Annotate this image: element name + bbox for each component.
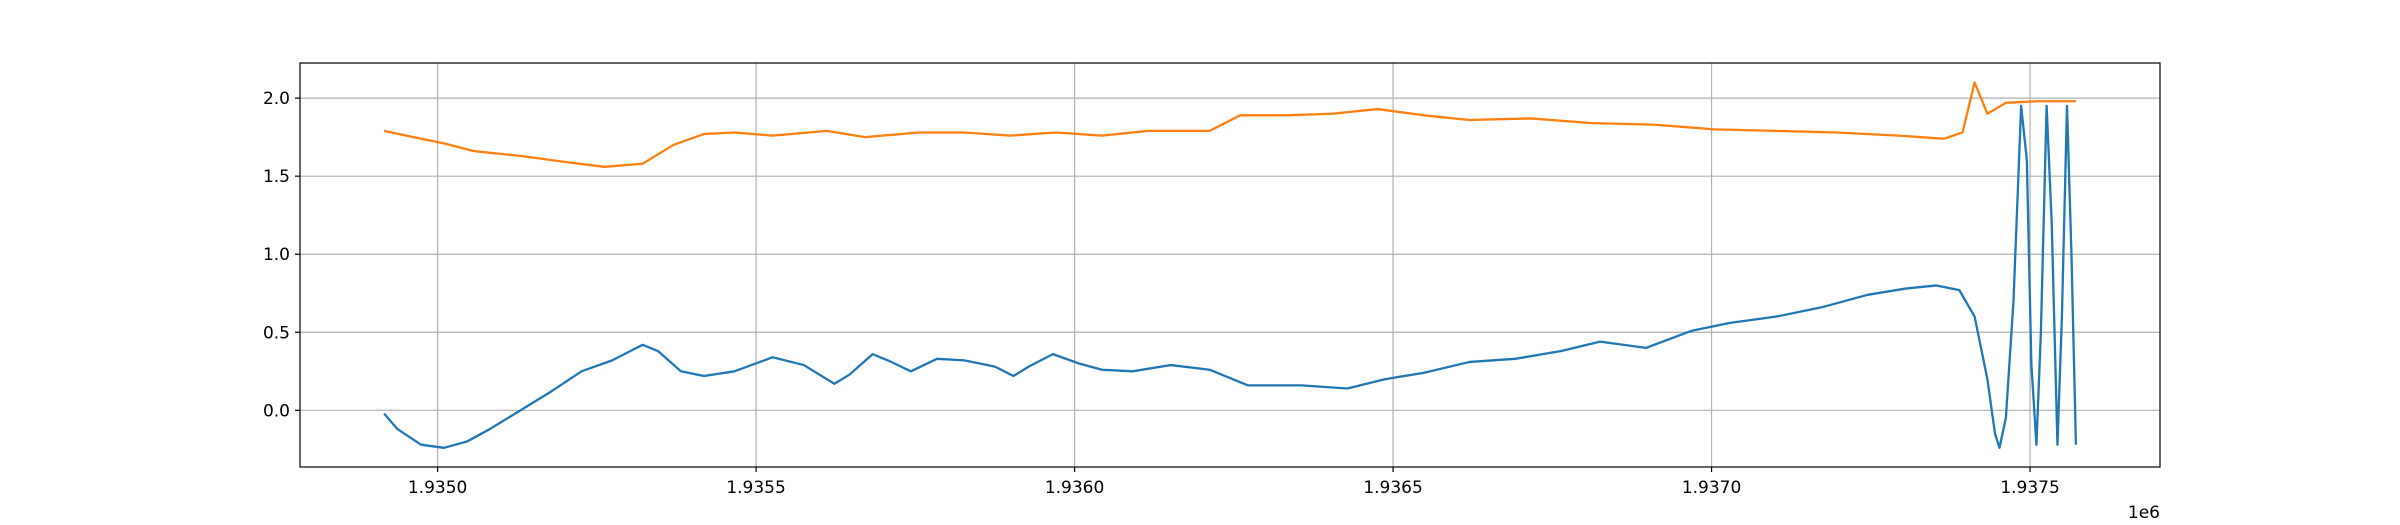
y-tick-label: 0.5	[263, 323, 290, 343]
x-offset-label: 1e6	[2128, 503, 2160, 523]
x-tick-label: 1.9360	[1045, 478, 1104, 498]
y-tick-label: 1.5	[263, 167, 290, 187]
x-tick-label: 1.9375	[2000, 478, 2059, 498]
y-tick-label: 0.0	[263, 401, 290, 421]
x-tick-label: 1.9355	[726, 478, 785, 498]
x-tick-label: 1.9370	[1682, 478, 1741, 498]
plot-frame	[299, 62, 2161, 468]
x-tick-label: 1.9365	[1363, 478, 1422, 498]
data-line	[383, 104, 2078, 449]
data-line	[383, 81, 2076, 168]
x-tick-label: 1.9350	[408, 478, 467, 498]
y-tick-label: 2.0	[263, 89, 290, 109]
y-tick-label: 1.0	[263, 245, 290, 265]
